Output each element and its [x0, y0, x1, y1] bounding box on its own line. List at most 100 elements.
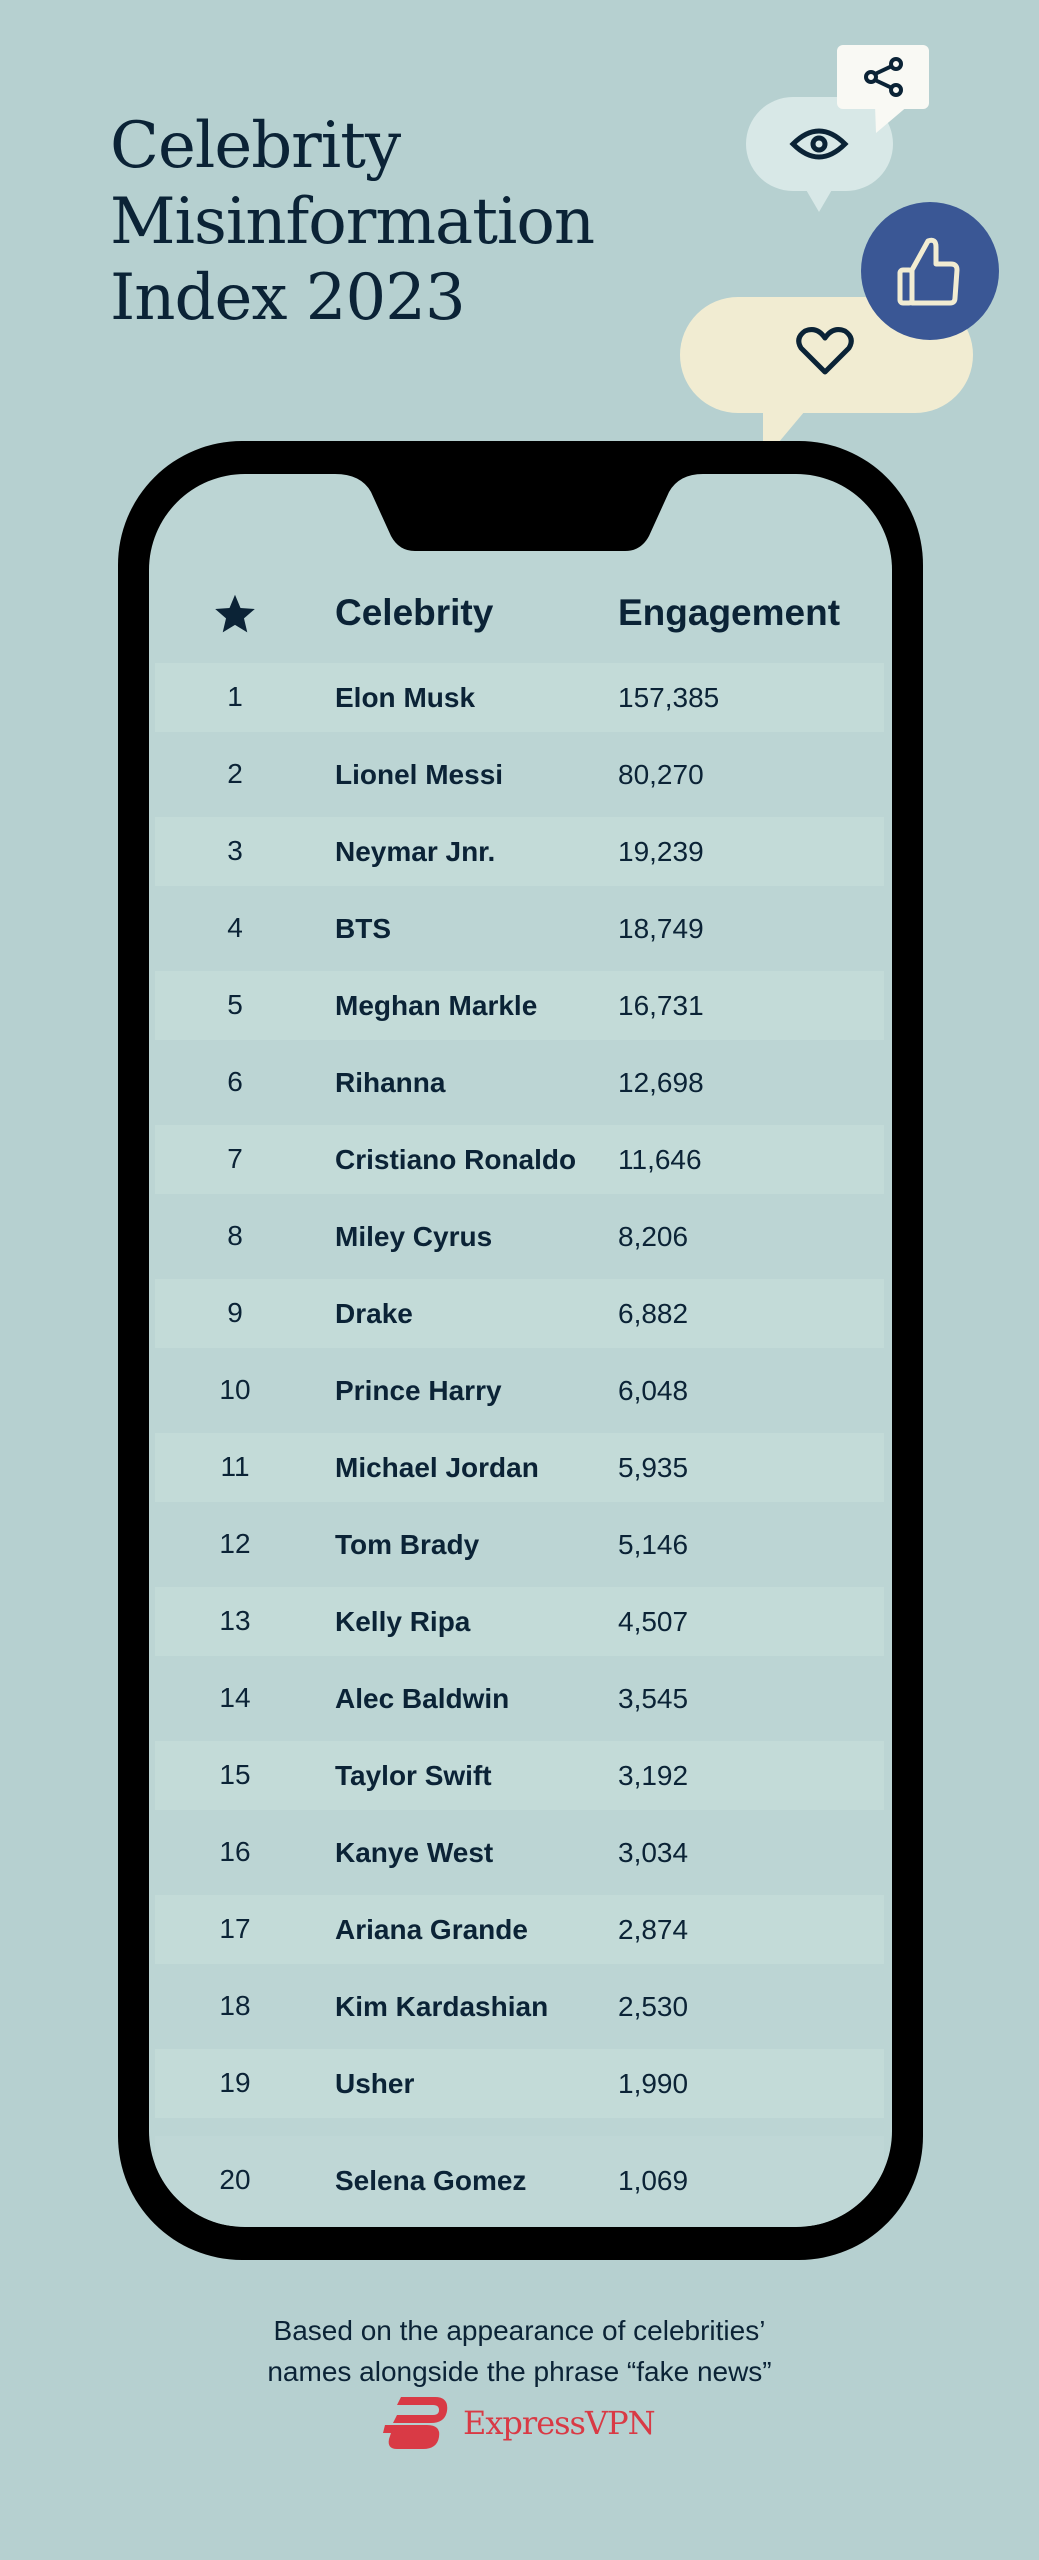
- rank-value: 6: [227, 1065, 243, 1097]
- footnote-line-2: names alongside the phrase “fake news”: [267, 2356, 772, 2387]
- table-row: 2 Lionel Messi 80,270: [155, 740, 884, 809]
- table-row: 3 Neymar Jnr. 19,239: [155, 817, 884, 886]
- celebrity-name: Cristiano Ronaldo: [335, 1143, 577, 1175]
- eye-bubble: [746, 97, 893, 212]
- column-header-engagement[interactable]: Engagement: [618, 592, 841, 633]
- celebrity-name: Selena Gomez: [335, 2165, 527, 2196]
- celebrity-name: Kanye West: [335, 1836, 494, 1868]
- celebrity-name: Prince Harry: [335, 1374, 502, 1406]
- star-icon: [215, 594, 255, 633]
- celebrity-name: Kelly Ripa: [335, 1605, 471, 1637]
- rank-value: 5: [227, 988, 243, 1020]
- share-icon: [864, 57, 903, 97]
- rank-value: 13: [219, 1604, 251, 1636]
- title-line-3: Index 2023: [110, 261, 466, 335]
- brand-name: ExpressVPN: [463, 2404, 656, 2442]
- celebrity-name: Drake: [335, 1297, 413, 1329]
- celebrity-name: Kim Kardashian: [335, 1990, 549, 2022]
- table-row: 17 Ariana Grande 2,874: [155, 1895, 884, 1964]
- table-row: 7 Cristiano Ronaldo 11,646: [155, 1125, 884, 1194]
- celebrity-name: Rihanna: [335, 1066, 446, 1098]
- phone-screen: Celebrity Engagement 1 Elon Musk 157,385 2 L…: [149, 474, 892, 2227]
- thumbs-up-icon: [897, 237, 960, 306]
- thumbs-up-bubble: [861, 202, 999, 340]
- table-row: 20 Selena Gomez 1,069: [155, 2136, 884, 2226]
- rank-value: 14: [219, 1681, 251, 1713]
- table-row: 19 Usher 1,990: [155, 2049, 884, 2118]
- footnote: Based on the appearance of celebrities’ …: [0, 2310, 1039, 2392]
- table-row: 4 BTS 18,749: [155, 894, 884, 963]
- engagement-value: 4,507: [618, 1605, 689, 1637]
- engagement-value: 6,048: [618, 1374, 689, 1406]
- table-row: 1 Elon Musk 157,385: [155, 663, 884, 732]
- engagement-value: 19,239: [618, 835, 704, 867]
- engagement-value: 2,530: [618, 1990, 689, 2022]
- rank-value: 1: [227, 680, 243, 712]
- rank-value: 11: [220, 1450, 250, 1482]
- share-bubble: [837, 45, 929, 133]
- title-line-2: Misinformation: [110, 185, 595, 259]
- celebrity-name: Elon Musk: [335, 681, 476, 713]
- expressvpn-logo: ExpressVPN: [383, 2395, 656, 2451]
- rank-value: 2: [227, 757, 243, 789]
- table-row: 5 Meghan Markle 16,731: [155, 971, 884, 1040]
- rank-value: 18: [219, 1989, 251, 2021]
- engagement-value: 6,882: [618, 1297, 689, 1329]
- engagement-value: 16,731: [618, 989, 704, 1021]
- engagement-value: 5,146: [618, 1528, 689, 1560]
- rank-value: 7: [227, 1142, 243, 1174]
- rank-value: 9: [227, 1296, 243, 1328]
- social-bubbles: [680, 45, 999, 461]
- celebrity-name: Ariana Grande: [335, 1913, 528, 1945]
- celebrity-name: Neymar Jnr.: [335, 835, 496, 867]
- celebrity-name: Michael Jordan: [335, 1451, 539, 1483]
- rank-value: 3: [227, 834, 243, 866]
- engagement-value: 3,034: [618, 1836, 689, 1868]
- table-row: 6 Rihanna 12,698: [155, 1048, 884, 1117]
- celebrity-name: Taylor Swift: [335, 1759, 492, 1791]
- table-row: 15 Taylor Swift 3,192: [155, 1741, 884, 1810]
- rank-value: 17: [219, 1912, 251, 1944]
- page-title: Celebrity Misinformation Index 2023: [110, 108, 595, 336]
- rank-value: 4: [227, 911, 243, 943]
- engagement-value: 2,874: [618, 1913, 689, 1945]
- celebrity-name: Tom Brady: [335, 1528, 480, 1560]
- celebrity-name: Meghan Markle: [335, 989, 538, 1021]
- engagement-value: 8,206: [618, 1220, 689, 1252]
- rank-value: 12: [219, 1527, 251, 1559]
- engagement-value: 18,749: [618, 912, 704, 944]
- engagement-value: 12,698: [618, 1066, 704, 1098]
- celebrity-name: Miley Cyrus: [335, 1220, 493, 1252]
- engagement-value: 3,545: [618, 1682, 689, 1714]
- eye-icon: [789, 128, 849, 160]
- rank-value: 8: [227, 1219, 243, 1251]
- rank-value: 16: [219, 1835, 251, 1867]
- engagement-value: 3,192: [618, 1759, 689, 1791]
- engagement-value: 80,270: [618, 758, 704, 790]
- table-row: 10 Prince Harry 6,048: [155, 1356, 884, 1425]
- engagement-value: 1,990: [618, 2067, 689, 2099]
- phone-notch: [335, 474, 703, 551]
- rank-value: 15: [219, 1758, 251, 1790]
- column-header-celebrity[interactable]: Celebrity: [335, 592, 494, 633]
- table-row: 8 Miley Cyrus 8,206: [155, 1202, 884, 1271]
- engagement-value: 1,069: [618, 2165, 689, 2196]
- footnote-line-1: Based on the appearance of celebrities’: [273, 2315, 766, 2346]
- table-row: 13 Kelly Ripa 4,507: [155, 1587, 884, 1656]
- table-row: 11 Michael Jordan 5,935: [155, 1433, 884, 1502]
- engagement-value: 11,646: [618, 1143, 702, 1175]
- celebrity-name: Alec Baldwin: [335, 1682, 510, 1714]
- heart-icon: [796, 327, 854, 375]
- table-row: 16 Kanye West 3,034: [155, 1818, 884, 1887]
- expressvpn-logo-mark: [383, 2397, 448, 2449]
- rank-value: 10: [219, 1373, 251, 1405]
- table-row: 9 Drake 6,882: [155, 1279, 884, 1348]
- celebrity-name: BTS: [335, 912, 391, 944]
- engagement-value: 5,935: [618, 1451, 689, 1483]
- title-line-1: Celebrity: [110, 109, 401, 183]
- table-row: 12 Tom Brady 5,146: [155, 1510, 884, 1579]
- table-row: 14 Alec Baldwin 3,545: [155, 1664, 884, 1733]
- engagement-value: 157,385: [618, 681, 720, 713]
- rank-value: 19: [219, 2066, 251, 2098]
- rank-value: 20: [219, 2164, 251, 2195]
